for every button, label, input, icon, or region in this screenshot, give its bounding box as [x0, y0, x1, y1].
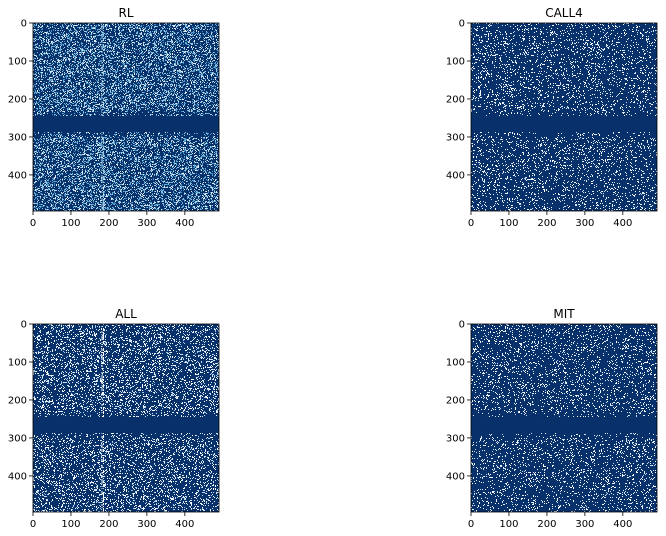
- x-tick-label: 400: [175, 519, 194, 530]
- y-tick-label: 200: [446, 94, 465, 105]
- x-tick-label: 300: [575, 218, 594, 229]
- heatmap-empty-band: [471, 116, 657, 132]
- y-tick-label: 0: [21, 19, 27, 30]
- x-tick-label: 400: [613, 218, 632, 229]
- y-tick-label: 0: [21, 320, 27, 331]
- heatmap-panel-1: RL 0 100 200 300 400 0 100 200 300 400: [8, 6, 220, 229]
- y-tick-label: 200: [8, 94, 27, 105]
- x-tick-label: 400: [175, 218, 194, 229]
- x-tick-label: 100: [499, 519, 518, 530]
- y-tick-label: 400: [446, 170, 465, 181]
- heatmap-empty-band: [33, 417, 219, 433]
- axes-frame: [32, 323, 220, 513]
- y-tick-label: 400: [446, 471, 465, 482]
- x-tick-label: 0: [30, 218, 36, 229]
- heatmap-panel-4: MIT 0 100 200 300 400 0 100 200 300 400: [446, 307, 658, 530]
- y-tick-label: 100: [446, 357, 465, 368]
- x-tick-label: 200: [537, 519, 556, 530]
- chart-title: CALL4: [545, 6, 583, 20]
- x-tick-label: 0: [468, 519, 474, 530]
- axes-frame: [470, 22, 658, 212]
- x-tick-label: 100: [61, 519, 80, 530]
- chart-title: ALL: [115, 307, 137, 321]
- x-tick-label: 100: [499, 218, 518, 229]
- y-tick-label: 300: [446, 132, 465, 143]
- y-tick-label: 200: [446, 395, 465, 406]
- y-tick-label: 400: [8, 170, 27, 181]
- x-tick-label: 300: [137, 519, 156, 530]
- y-tick-label: 300: [446, 433, 465, 444]
- x-tick-label: 200: [99, 218, 118, 229]
- y-tick-label: 400: [8, 471, 27, 482]
- x-tick-label: 200: [99, 519, 118, 530]
- x-tick-label: 400: [613, 519, 632, 530]
- y-tick-label: 300: [8, 132, 27, 143]
- heatmap-empty-band: [33, 116, 219, 132]
- heatmap-panel-2: CALL4 0 100 200 300 400 0 100 200 300 400: [446, 6, 658, 229]
- x-tick-label: 200: [537, 218, 556, 229]
- y-tick-label: 100: [8, 357, 27, 368]
- x-tick-label: 100: [61, 218, 80, 229]
- heatmap-empty-band: [471, 417, 657, 433]
- y-tick-label: 0: [459, 320, 465, 331]
- x-tick-label: 300: [137, 218, 156, 229]
- x-tick-label: 0: [468, 218, 474, 229]
- chart-title: RL: [118, 6, 133, 20]
- x-tick-label: 0: [30, 519, 36, 530]
- heatmap-panel-3: ALL 0 100 200 300 400 0 100 200 300 400: [8, 307, 220, 530]
- axes-frame: [32, 22, 220, 212]
- chart-title: MIT: [553, 307, 575, 321]
- y-tick-label: 100: [8, 56, 27, 67]
- y-tick-label: 300: [8, 433, 27, 444]
- y-tick-label: 200: [8, 395, 27, 406]
- x-tick-label: 300: [575, 519, 594, 530]
- y-tick-label: 0: [459, 19, 465, 30]
- y-tick-label: 100: [446, 56, 465, 67]
- axes-frame: [470, 323, 658, 513]
